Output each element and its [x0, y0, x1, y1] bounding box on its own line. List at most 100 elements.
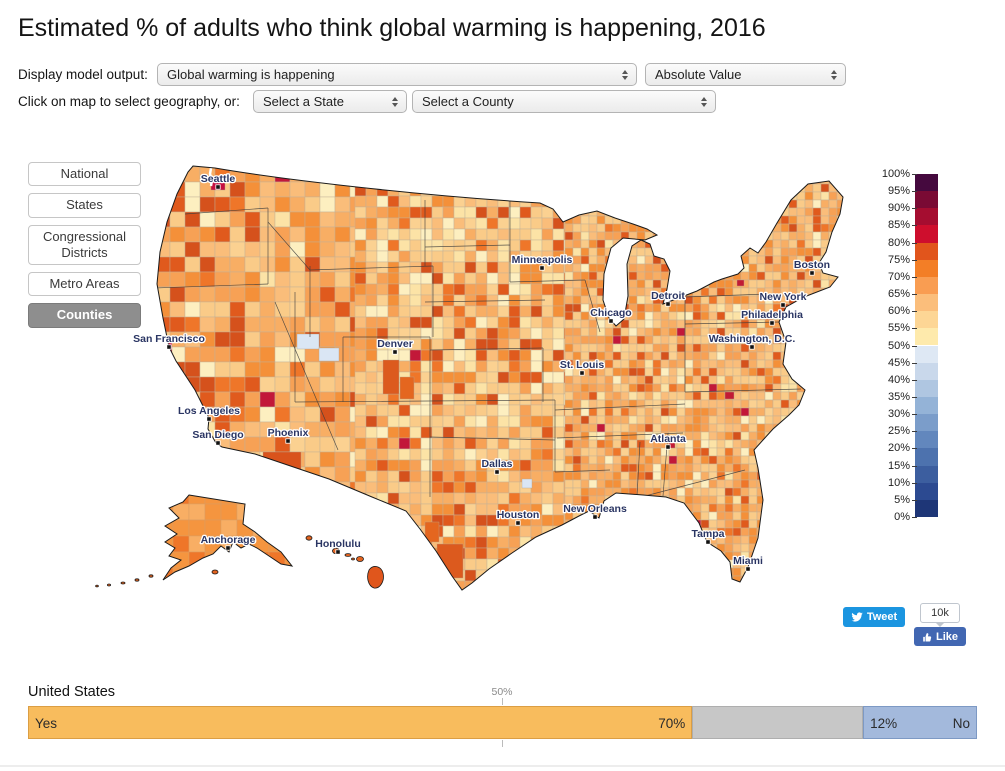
page-title: Estimated % of adults who think global w…: [18, 14, 766, 42]
city-dot: [769, 320, 775, 326]
us-county-choropleth-map[interactable]: Seattle Minneapolis Boston Detroit New York C…: [85, 152, 880, 607]
city-label: Seattle: [201, 173, 236, 185]
city-label: Detroit: [651, 290, 685, 302]
city-dot: [225, 545, 231, 551]
legend-swatch: [915, 465, 938, 483]
city-marker-washington-d-c-: Washington, D.C.: [707, 332, 797, 350]
city-label: Chicago: [590, 307, 631, 319]
like-button[interactable]: Like: [914, 627, 966, 646]
legend-tick: [912, 414, 917, 416]
legend-tick: [912, 225, 917, 227]
legend-label: 20%: [887, 442, 910, 455]
twitter-bird-icon: [851, 612, 863, 622]
city-marker-san-francisco: San Francisco: [132, 332, 206, 350]
stacked-bar: Yes 70% 12% No: [28, 706, 977, 739]
state-borders: [157, 200, 802, 497]
city-marker-minneapolis: Minneapolis: [510, 253, 574, 271]
legend-tick: [912, 465, 917, 467]
legend-label: 40%: [887, 373, 910, 386]
mainland-outline: [156, 165, 844, 591]
value-mode-select[interactable]: Absolute Value: [645, 63, 846, 86]
city-marker-st-louis: St. Louis: [559, 358, 606, 376]
geography-level-buttons: National States Congressional Districts Met…: [28, 162, 141, 328]
tweet-button-label: Tweet: [866, 611, 898, 623]
legend-swatch: [915, 225, 938, 243]
legend-swatch: [915, 431, 938, 449]
legend-label: 0%: [894, 511, 910, 523]
legend-label: 75%: [887, 253, 910, 266]
city-dot: [215, 440, 221, 446]
city-label: San Diego: [192, 429, 243, 441]
state-select[interactable]: Select a State: [253, 90, 407, 113]
geo-button-counties[interactable]: Counties: [28, 303, 141, 328]
legend-label: 90%: [887, 202, 910, 215]
city-marker-new-orleans: New Orleans: [562, 502, 628, 520]
city-label: Tampa: [691, 528, 724, 540]
thumbs-up-icon: [923, 633, 932, 642]
city-label: Miami: [733, 555, 763, 567]
city-marker-chicago: Chicago: [589, 306, 633, 324]
map-container: Seattle Minneapolis Boston Detroit New York C…: [85, 152, 880, 607]
city-markers: Seattle Minneapolis Boston Detroit New York C…: [132, 172, 831, 572]
city-marker-san-diego: San Diego: [191, 428, 245, 446]
legend-tick: [912, 431, 917, 433]
city-marker-tampa: Tampa: [690, 527, 726, 545]
geo-button-national[interactable]: National: [28, 162, 141, 187]
city-marker-boston: Boston: [793, 258, 831, 276]
city-label: Phoenix: [268, 427, 309, 439]
legend-label: 50%: [887, 339, 910, 352]
city-marker-anchorage: Anchorage: [199, 533, 257, 551]
select-stepper-icon: [617, 69, 633, 80]
legend-swatch: [915, 276, 938, 295]
legend-tick: [912, 517, 917, 518]
display-model-output-label: Display model output:: [18, 67, 148, 82]
legend-label: 10%: [887, 476, 910, 489]
city-label: Honolulu: [315, 538, 361, 550]
tweet-button[interactable]: Tweet: [843, 607, 905, 627]
city-dot: [749, 344, 755, 350]
midpoint-tick-bottom: [502, 740, 503, 747]
legend-swatch: [915, 208, 938, 226]
city-marker-detroit: Detroit: [650, 289, 687, 307]
legend-label: 95%: [887, 185, 910, 198]
question-select[interactable]: Global warming is happening: [157, 63, 637, 86]
legend-label: 5%: [894, 493, 910, 506]
state-select-value: Select a State: [263, 94, 344, 109]
city-dot: [705, 539, 711, 545]
bar-segment-12%: 12% No: [863, 706, 977, 739]
geo-button-states[interactable]: States: [28, 193, 141, 218]
city-marker-houston: Houston: [495, 508, 541, 526]
legend-label: 80%: [887, 236, 910, 249]
legend-tick: [912, 396, 917, 398]
county-select[interactable]: Select a County: [412, 90, 716, 113]
geo-button-congressional-districts[interactable]: Congressional Districts: [28, 224, 141, 265]
city-dot: [579, 370, 585, 376]
city-label: Los Angeles: [178, 405, 240, 417]
value-mode-select-value: Absolute Value: [655, 67, 742, 82]
city-marker-atlanta: Atlanta: [649, 432, 687, 450]
legend-tick: [912, 276, 917, 278]
city-label: Philadelphia: [741, 309, 803, 321]
legend-label: 45%: [887, 356, 910, 369]
legend-label: 15%: [887, 459, 910, 472]
legend-tick: [912, 379, 917, 381]
city-marker-seattle: Seattle: [199, 172, 237, 190]
city-label: Anchorage: [201, 534, 256, 546]
region-label: United States: [28, 684, 116, 700]
segment-left-text: 12%: [870, 716, 898, 731]
legend-swatch: [915, 396, 938, 415]
legend-label: 100%: [881, 168, 910, 180]
geo-button-metro-areas[interactable]: Metro Areas: [28, 272, 141, 297]
city-label: Minneapolis: [512, 254, 573, 266]
city-label: San Francisco: [133, 333, 205, 345]
legend-tick: [912, 328, 917, 330]
city-dot: [665, 301, 671, 307]
legend-tick: [912, 259, 917, 261]
legend-label: 25%: [887, 425, 910, 438]
legend-swatch: [915, 448, 938, 466]
legend-swatch: [915, 242, 938, 260]
city-label: Denver: [377, 338, 413, 350]
legend-swatch: [915, 294, 938, 312]
city-dot: [335, 549, 341, 555]
city-label: New Orleans: [563, 503, 627, 515]
